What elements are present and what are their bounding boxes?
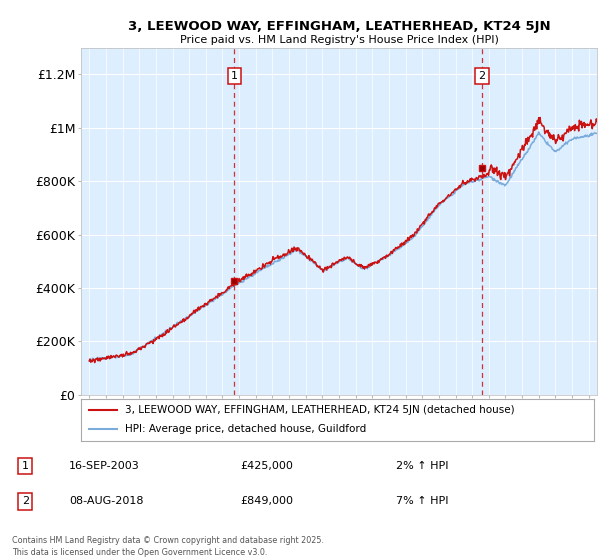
- Text: Contains HM Land Registry data © Crown copyright and database right 2025.
This d: Contains HM Land Registry data © Crown c…: [12, 536, 324, 557]
- Text: 08-AUG-2018: 08-AUG-2018: [69, 496, 143, 506]
- Text: 1: 1: [231, 71, 238, 81]
- Text: £425,000: £425,000: [240, 461, 293, 471]
- Text: HPI: Average price, detached house, Guildford: HPI: Average price, detached house, Guil…: [125, 424, 366, 435]
- Text: 7% ↑ HPI: 7% ↑ HPI: [396, 496, 449, 506]
- Text: 16-SEP-2003: 16-SEP-2003: [69, 461, 140, 471]
- Text: 2: 2: [479, 71, 486, 81]
- Text: 3, LEEWOOD WAY, EFFINGHAM, LEATHERHEAD, KT24 5JN (detached house): 3, LEEWOOD WAY, EFFINGHAM, LEATHERHEAD, …: [125, 405, 514, 415]
- Text: Price paid vs. HM Land Registry's House Price Index (HPI): Price paid vs. HM Land Registry's House …: [179, 35, 499, 45]
- Text: 1: 1: [22, 461, 29, 471]
- Text: 2% ↑ HPI: 2% ↑ HPI: [396, 461, 449, 471]
- Text: 3, LEEWOOD WAY, EFFINGHAM, LEATHERHEAD, KT24 5JN: 3, LEEWOOD WAY, EFFINGHAM, LEATHERHEAD, …: [128, 20, 550, 32]
- Text: £849,000: £849,000: [240, 496, 293, 506]
- Text: 2: 2: [22, 496, 29, 506]
